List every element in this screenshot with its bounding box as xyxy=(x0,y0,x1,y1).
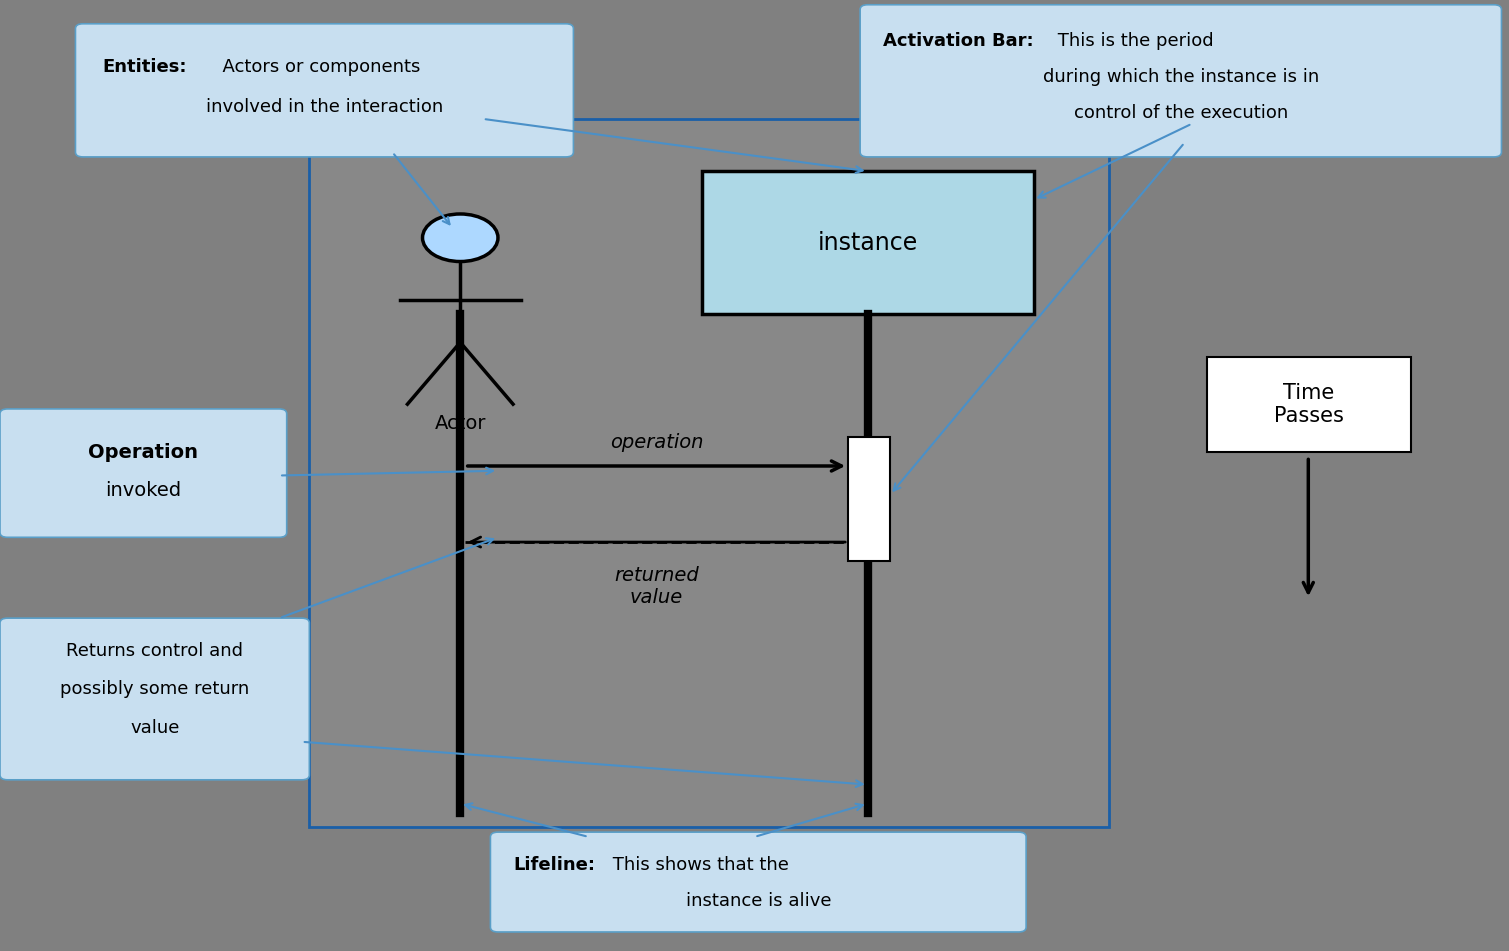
Bar xyxy=(1207,357,1411,452)
Text: Actor: Actor xyxy=(435,414,486,433)
Text: operation: operation xyxy=(610,433,703,452)
Text: invoked: invoked xyxy=(106,481,181,499)
Text: involved in the interaction: involved in the interaction xyxy=(205,99,444,116)
Bar xyxy=(702,171,1034,314)
Text: Operation: Operation xyxy=(89,443,198,461)
Bar xyxy=(848,437,890,561)
Circle shape xyxy=(423,214,498,262)
Text: Time
Passes: Time Passes xyxy=(1274,382,1345,426)
FancyBboxPatch shape xyxy=(490,832,1026,932)
FancyBboxPatch shape xyxy=(860,5,1501,157)
Text: Actors or components: Actors or components xyxy=(211,58,421,75)
Text: during which the instance is in: during which the instance is in xyxy=(1043,68,1319,86)
Text: value: value xyxy=(130,719,180,736)
Text: Lifeline:: Lifeline: xyxy=(513,856,595,874)
Text: Returns control and: Returns control and xyxy=(66,643,243,660)
FancyBboxPatch shape xyxy=(0,618,309,780)
Text: returned
value: returned value xyxy=(614,566,699,607)
FancyBboxPatch shape xyxy=(0,409,287,537)
Text: possibly some return: possibly some return xyxy=(60,681,249,698)
Text: Entities:: Entities: xyxy=(103,58,187,75)
Bar xyxy=(309,119,1109,827)
Text: instance: instance xyxy=(818,230,917,255)
Text: Activation Bar:: Activation Bar: xyxy=(883,32,1034,49)
Text: control of the execution: control of the execution xyxy=(1074,105,1287,122)
Text: instance is alive: instance is alive xyxy=(685,892,831,910)
Text: This is the period: This is the period xyxy=(1052,32,1213,49)
FancyBboxPatch shape xyxy=(75,24,573,157)
Text: This shows that the: This shows that the xyxy=(607,856,789,874)
